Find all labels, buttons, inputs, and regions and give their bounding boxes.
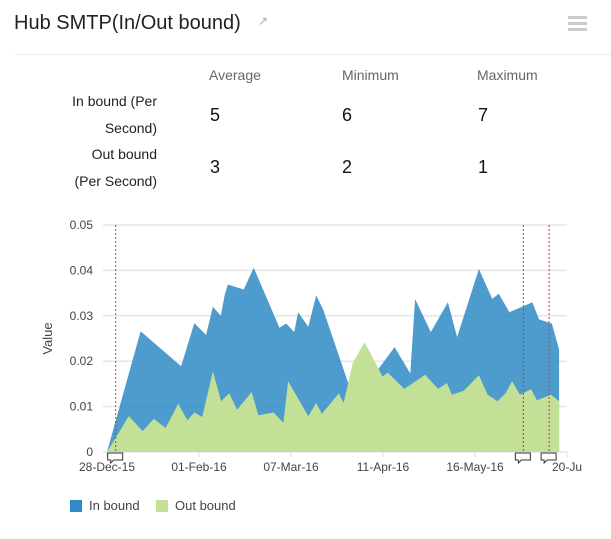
series-area-out-bound (107, 342, 560, 452)
inbound-average: 5 (210, 105, 221, 125)
y-tick-label: 0 (86, 445, 93, 459)
inbound-minimum: 6 (342, 105, 353, 125)
label-line: (Per Second) (74, 173, 157, 189)
legend-label: Out bound (175, 498, 236, 513)
y-tick-label: 0.01 (70, 400, 94, 414)
header-divider (14, 54, 611, 55)
row-label-inbound: In bound (Per Second) (7, 88, 157, 142)
y-tick-label: 0.03 (70, 309, 94, 323)
outbound-maximum: 1 (478, 157, 489, 177)
x-tick-label: 01-Feb-16 (171, 460, 227, 474)
comment-icon (514, 452, 531, 465)
x-tick-label: 20-Ju (552, 460, 582, 474)
area-chart: 0 0.01 0.02 0.03 0.04 0.05 28-Dec-15 01-Feb-16 0… (40, 218, 582, 474)
inbound-maximum: 7 (478, 105, 489, 125)
label-line: In bound (Per (72, 93, 157, 109)
y-tick-label: 0.04 (70, 263, 94, 277)
legend-swatch (70, 499, 82, 512)
x-tick-label: 11-Apr-16 (357, 460, 410, 474)
outbound-average: 3 (210, 157, 221, 177)
comment-icon (540, 452, 557, 465)
x-tick-label: 28-Dec-15 (79, 460, 135, 474)
comment-icon (107, 452, 124, 465)
label-line: Second) (104, 120, 157, 136)
y-tick-label: 0.02 (70, 354, 94, 368)
label-line: Out bound (91, 146, 157, 162)
col-maximum: Maximum (477, 67, 538, 83)
x-tick-label: 07-Mar-16 (263, 460, 319, 474)
outbound-minimum: 2 (342, 157, 353, 177)
legend-swatch (156, 499, 168, 512)
external-link-icon[interactable]: ↗︎ (258, 14, 269, 28)
hamburger-icon[interactable] (568, 16, 587, 34)
legend-item-outbound[interactable]: Out bound (156, 498, 236, 513)
row-label-outbound: Out bound (Per Second) (7, 141, 157, 195)
legend-label: In bound (89, 498, 140, 513)
col-minimum: Minimum (342, 67, 399, 83)
x-tick-label: 16-May-16 (446, 460, 504, 474)
legend-item-inbound[interactable]: In bound (70, 498, 140, 513)
y-tick-label: 0.05 (70, 218, 94, 232)
col-average: Average (209, 67, 261, 83)
widget-title: Hub SMTP(In/Out bound) (14, 12, 241, 34)
y-axis-label: Value (40, 322, 55, 354)
